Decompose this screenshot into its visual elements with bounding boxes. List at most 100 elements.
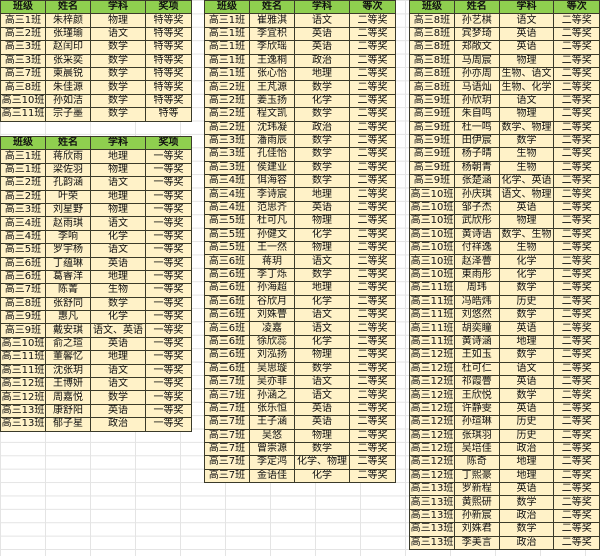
cell-subject[interactable]: 数学 (90, 66, 146, 82)
cell-award[interactable]: 特等奖 (145, 26, 192, 42)
cell-name[interactable]: 张瑾瑜 (45, 26, 91, 42)
cell-name[interactable]: 孙亦周 (453, 66, 500, 82)
cell-class[interactable]: 高三9班 (409, 147, 455, 162)
cell-class[interactable]: 高三11班 (0, 363, 46, 379)
cell-name[interactable]: 杜一鸣 (453, 120, 500, 135)
cell-subject[interactable]: 语文 (498, 361, 555, 376)
cell-subject[interactable]: 生物、化学 (498, 80, 555, 95)
cell-award[interactable]: 二等奖 (349, 267, 396, 283)
cell-class[interactable]: 高三8班 (409, 13, 455, 28)
cell-class[interactable]: 高三1班 (204, 13, 250, 28)
cell-class[interactable]: 高三7班 (204, 455, 250, 470)
cell-class[interactable]: 高三12班 (409, 361, 455, 376)
cell-subject[interactable]: 语文 (90, 216, 146, 231)
cell-subject[interactable]: 化学 (498, 254, 555, 269)
cell-subject[interactable]: 化学 (294, 468, 350, 484)
cell-subject[interactable]: 英语 (498, 26, 555, 42)
cell-subject[interactable]: 语文 (294, 388, 350, 403)
cell-name[interactable]: 黄熙研 (453, 495, 500, 510)
cell-name[interactable]: 孔佳怡 (249, 147, 295, 162)
cell-subject[interactable]: 语文 (90, 243, 146, 258)
cell-name[interactable]: 宾梦琦 (453, 26, 500, 42)
cell-name[interactable]: 侯建业 (249, 160, 295, 176)
cell-class[interactable]: 高三10班 (0, 93, 46, 109)
cell-subject[interactable]: 物理 (90, 162, 146, 178)
cell-class[interactable]: 高三10班 (409, 200, 455, 216)
cell-class[interactable]: 高三8班 (0, 80, 46, 95)
cell-name[interactable]: 金语佳 (249, 468, 295, 484)
cell-class[interactable]: 高三6班 (204, 348, 250, 363)
cell-subject[interactable]: 语文 (90, 377, 146, 392)
cell-subject[interactable]: 数学 (90, 296, 146, 312)
cell-subject[interactable]: 英语 (294, 40, 350, 55)
cell-class[interactable]: 高三1班 (0, 149, 46, 164)
cell-name[interactable]: 宗子墨 (45, 107, 91, 122)
cell-class[interactable]: 高三7班 (204, 468, 250, 484)
cell-class[interactable]: 高三12班 (0, 377, 46, 392)
cell-name[interactable]: 葛睿洋 (45, 269, 91, 285)
cell-subject[interactable]: 数学 (294, 174, 350, 189)
cell-subject[interactable]: 生物 (498, 160, 555, 176)
cell-class[interactable]: 高三11班 (409, 307, 455, 323)
cell-subject[interactable]: 地理 (498, 455, 555, 470)
cell-award[interactable]: 一等奖 (145, 336, 192, 352)
cell-award[interactable]: 二等奖 (553, 468, 600, 484)
cell-name[interactable]: 罗新程 (453, 482, 500, 497)
cell-class[interactable]: 高三11班 (409, 334, 455, 350)
cell-subject[interactable]: 数学 (90, 93, 146, 109)
cell-award[interactable]: 一等奖 (145, 363, 192, 379)
cell-class[interactable]: 高三3班 (0, 202, 46, 218)
cell-class[interactable]: 高三12班 (409, 388, 455, 403)
cell-class[interactable]: 高三5班 (204, 241, 250, 256)
cell-award[interactable]: 二等奖 (349, 441, 396, 457)
cell-class[interactable]: 高三13班 (409, 535, 455, 551)
cell-name[interactable]: 戴安琪 (45, 323, 91, 338)
cell-name[interactable]: 潘雨辰 (249, 133, 295, 149)
cell-name[interactable]: 王如玉 (453, 348, 500, 363)
cell-name[interactable]: 祁霞瞢 (453, 374, 500, 390)
cell-award[interactable]: 二等奖 (553, 13, 600, 28)
column-header-subject[interactable]: 学科 (294, 0, 350, 15)
cell-name[interactable]: 孙海超 (249, 281, 295, 296)
column-header-award[interactable]: 等次 (349, 0, 396, 15)
cell-subject[interactable]: 地理 (294, 281, 350, 296)
cell-award[interactable]: 二等奖 (553, 187, 600, 202)
cell-award[interactable]: 二等奖 (553, 133, 600, 149)
cell-name[interactable]: 吴悠 (249, 428, 295, 443)
cell-award[interactable]: 一等奖 (145, 390, 192, 405)
cell-name[interactable]: 丁熙豪 (453, 468, 500, 484)
cell-award[interactable]: 二等奖 (553, 40, 600, 55)
cell-subject[interactable]: 数学 (294, 361, 350, 376)
cell-class[interactable]: 高三6班 (0, 269, 46, 285)
cell-award[interactable]: 二等奖 (553, 415, 600, 430)
cell-subject[interactable]: 数学 (498, 388, 555, 403)
cell-award[interactable]: 二等奖 (553, 160, 600, 176)
cell-subject[interactable]: 地理 (498, 468, 555, 484)
cell-award[interactable]: 二等奖 (349, 40, 396, 55)
cell-name[interactable]: 李美言 (453, 535, 500, 551)
cell-name[interactable]: 蒋玥 (249, 254, 295, 269)
cell-subject[interactable]: 数学 (294, 147, 350, 162)
cell-class[interactable]: 高三9班 (409, 120, 455, 135)
cell-name[interactable]: 康舒阳 (45, 403, 91, 419)
cell-class[interactable]: 高三4班 (204, 187, 250, 202)
cell-name[interactable]: 王逸桐 (249, 53, 295, 68)
cell-subject[interactable]: 政治 (498, 441, 555, 457)
cell-award[interactable]: 二等奖 (553, 535, 600, 551)
cell-class[interactable]: 高三1班 (204, 53, 250, 68)
cell-award[interactable]: 一等奖 (145, 269, 192, 285)
cell-name[interactable]: 黄诗涵 (453, 334, 500, 350)
cell-award[interactable]: 二等奖 (553, 321, 600, 336)
cell-name[interactable]: 刘泓扬 (249, 348, 295, 363)
column-header-class[interactable]: 班级 (409, 0, 455, 15)
cell-award[interactable]: 二等奖 (349, 26, 396, 42)
cell-class[interactable]: 高三12班 (0, 390, 46, 405)
cell-subject[interactable]: 地理 (90, 149, 146, 164)
cell-class[interactable]: 高三7班 (204, 415, 250, 430)
cell-name[interactable]: 沈张玥 (45, 363, 91, 379)
cell-award[interactable]: 特等奖 (145, 40, 192, 55)
column-header-award[interactable]: 奖项 (145, 135, 192, 151)
cell-award[interactable]: 二等奖 (349, 147, 396, 162)
cell-award[interactable]: 二等奖 (349, 174, 396, 189)
cell-class[interactable]: 高三8班 (409, 53, 455, 68)
